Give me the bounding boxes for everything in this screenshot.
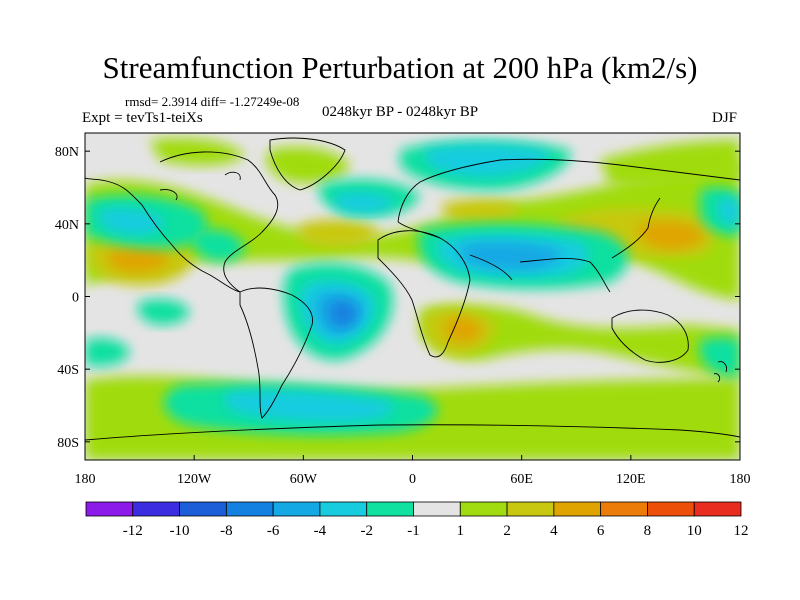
colorbar-label: 2 (503, 523, 511, 539)
colorbar-swatch (413, 501, 461, 517)
colorbar-swatch (647, 501, 695, 517)
x-tick-label: 60W (290, 472, 318, 487)
coastlines (85, 137, 740, 441)
field-south-atlantic-m8 (329, 301, 357, 327)
colorbar-label: -1 (407, 523, 420, 539)
colorbar-label: -4 (314, 523, 327, 539)
colorbar-label: 1 (457, 523, 465, 539)
x-tick-label: 120W (177, 472, 212, 487)
field-east-asia-6 (638, 221, 705, 250)
colorbar-swatch (366, 501, 414, 517)
field-europe-4 (440, 199, 520, 224)
contour-fields (85, 138, 740, 460)
season-label: DJF (712, 110, 738, 126)
field-middle-east-m6 (460, 242, 561, 271)
colorbar-label: 6 (597, 523, 605, 539)
y-tick-label: 80N (55, 145, 79, 160)
colorbar-label: -2 (360, 523, 373, 539)
y-tick-label: 40S (57, 363, 79, 378)
field-pacific-high-6 (107, 248, 170, 272)
y-tick-label: 40N (55, 218, 79, 233)
field-north-atlantic-m4 (333, 192, 395, 213)
x-tick-label: 180 (75, 472, 96, 487)
south-america-coast (239, 287, 313, 419)
colorbar-swatch (179, 501, 227, 517)
colorbar-swatch (225, 501, 274, 517)
colorbar-swatch (272, 501, 321, 517)
colorbar-label: -12 (123, 523, 143, 539)
colorbar-label: -8 (220, 523, 233, 539)
field-gulf-mexico-m2 (192, 229, 245, 262)
eurasia-coast (397, 158, 740, 293)
field-greenland-high (266, 146, 350, 184)
colorbar-label: -6 (267, 523, 280, 539)
y-tick-label: 80S (57, 436, 79, 451)
period-label: 0248kyr BP - 0248kyr BP (322, 104, 479, 120)
field-dateline-m4 (718, 198, 740, 226)
colorbar-swatch (459, 501, 508, 517)
colorbar-swatch (693, 501, 742, 517)
colorbar-swatch (319, 501, 368, 517)
field-africa-6 (445, 317, 482, 343)
islands-coast (159, 171, 241, 201)
field-south-pacific-m2 (85, 338, 130, 367)
x-tick-label: 120E (616, 472, 646, 487)
field-arctic-canada (150, 138, 245, 166)
x-axis: 180 120W 60W 0 60E 120E 180 (75, 455, 751, 487)
colorbar-label: 12 (734, 523, 749, 539)
colorbar-swatch (553, 501, 602, 517)
field-southern-ocean-m4 (224, 390, 394, 423)
australia-coast (611, 309, 689, 363)
colorbar-label: 4 (550, 523, 558, 539)
colorbar-swatch (132, 501, 180, 517)
y-tick-label: 0 (72, 291, 79, 306)
field-south-indian-band (420, 304, 740, 380)
colorbar-swatch (600, 501, 648, 517)
x-tick-label: 60E (510, 472, 533, 487)
chart-title: Streamfunction Perturbation at 200 hPa (… (102, 50, 698, 85)
greenland-coast (269, 137, 346, 191)
new-zealand-coast (713, 361, 727, 383)
stats-subtitle: rmsd= 2.3914 diff= -1.27249e-08 (125, 94, 300, 109)
field-atlantic-4 (298, 219, 380, 247)
field-north-subtropical-band (85, 160, 740, 300)
colorbar-swatch (85, 501, 134, 517)
antarctica-coast (85, 424, 740, 441)
x-tick-label: 0 (409, 472, 416, 487)
field-tasman-m2 (700, 337, 740, 376)
y-axis: 80N 40N 0 40S 80S (55, 145, 740, 451)
colorbar-swatch (506, 501, 555, 517)
colorbar-label: -10 (170, 523, 190, 539)
experiment-label: Expt = tevTs1-teiXs (82, 110, 203, 126)
field-east-pacific-m2 (137, 299, 190, 325)
colorbar-label: 8 (644, 523, 652, 539)
colorbar-label: 10 (687, 523, 702, 539)
colorbar: -12 -10 -8 -6 -4 -2 -1 1 2 4 6 8 10 12 (85, 501, 749, 539)
x-tick-label: 180 (730, 472, 751, 487)
